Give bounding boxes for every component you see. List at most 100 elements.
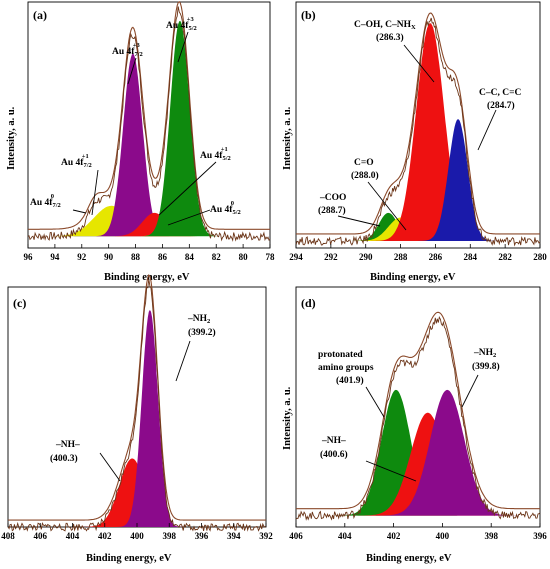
peak-area [296,389,540,516]
x-tick-label: 280 [533,252,547,262]
y-axis-title: Intensity, a. u. [6,106,17,170]
panel-d: 406 404 402 400 398 396 (d) protonated amino … [280,285,550,569]
x-tick-label: 294 [289,252,303,262]
leader-line [403,44,435,83]
x-tick-label: 96 [24,252,34,262]
xps-chart-c: 408 406 404 402 400 398 396 394 392 (c) –NH2 (39… [1,274,273,564]
plot-frame [27,1,271,249]
x-tick-label: 286 [429,252,443,262]
leader-line [175,340,191,382]
measured-spectrum [295,17,541,247]
label-au4f52-0: Au 4f5/20 [210,200,241,216]
label-c-oh: C–OH, C–NHX [354,20,416,31]
panel-label: (a) [33,8,47,22]
peak-area [296,412,540,516]
x-tick-label: 398 [163,531,177,541]
label-au4f52-plus3: Au 4f5/2+3 [166,16,197,32]
x-axis-title: Binding energy, eV [104,272,190,283]
panel-label: (d) [301,296,316,310]
plot-frame [295,1,541,249]
x-axis-title: Binding energy, eV [370,272,456,283]
leader-line [365,386,385,418]
peak-area [296,23,540,241]
x-tick-label: 406 [34,531,48,541]
x-tick-label: 392 [259,531,273,541]
value-nh2: (399.2) [188,327,216,338]
measured-spectrum [7,279,267,532]
label-c-o: C=O [354,158,374,168]
panel-b: 294 292 290 288 286 284 282 280 (b) C–OH, C–NHX… [280,0,550,285]
x-tick-label: 292 [324,252,338,262]
peak-area [28,212,270,237]
value-nh: (400.6) [320,449,348,460]
measured-spectrum [295,315,541,521]
value-c-c: (284.7) [487,100,515,111]
fit-envelope [296,311,540,510]
x-tick-label: 284 [464,252,478,262]
panel-label: (b) [301,8,316,22]
x-tick-label: 404 [338,531,352,541]
leader-line [99,452,121,482]
label-au4f72-plus1: Au 4f7/2+1 [61,153,92,169]
y-axis-title: Intensity, a. u. [282,386,293,450]
xps-chart-b: 294 292 290 288 286 284 282 280 (b) C–OH, C–NHX… [282,1,547,283]
x-tick-label: 84 [185,252,195,262]
x-tick-label: 88 [131,252,141,262]
x-tick-label: 402 [387,531,401,541]
leader-line [477,109,497,151]
label-nh: –NH– [321,436,346,446]
label-nh2: –NH2 [473,348,496,359]
leader-line [72,209,87,214]
x-tick-label: 406 [289,531,303,541]
peak-area [28,205,270,237]
x-tick-label: 396 [195,531,209,541]
leader-line [365,460,417,482]
value-coo: (288.7) [318,205,346,216]
leader-line [158,161,217,216]
x-tick-label: 400 [436,531,450,541]
xps-chart-d: 406 404 402 400 398 396 (d) protonated amino … [282,286,547,564]
leader-line [177,31,189,63]
label-au4f72-plus3: Au 4f7/2+3 [112,42,143,58]
label-nh2: –NH2 [187,314,210,325]
label-coo: –COO [319,193,346,203]
x-tick-label: 86 [158,252,168,262]
label-c-c: C–C, C=C [479,88,521,98]
fit-envelope [8,274,266,521]
peak-area [28,53,270,237]
value-c-oh: (286.3) [376,32,404,43]
x-tick-label: 408 [1,531,15,541]
x-tick-label: 94 [50,252,60,262]
x-tick-label: 92 [77,252,87,262]
panel-a: 96 94 92 90 88 86 84 82 80 78 (a) Au 4f7/2+3 Au 4… [0,0,278,285]
leader-line [461,374,479,408]
x-tick-label: 398 [484,531,498,541]
x-tick-label: 78 [266,252,276,262]
peak-area [8,309,266,527]
fit-envelope [28,1,270,230]
x-tick-label: 90 [104,252,114,262]
x-tick-label: 80 [239,252,249,262]
x-tick-label: 82 [212,252,222,262]
value-nh2: (399.8) [472,361,500,372]
x-tick-label: 396 [533,531,547,541]
x-tick-label: 402 [98,531,112,541]
x-axis-title: Binding energy, eV [366,553,452,564]
measured-spectrum [27,6,271,242]
value-protonated: (401.9) [336,375,364,386]
leader-line [337,215,381,227]
x-tick-label: 290 [359,252,373,262]
y-axis-title: Intensity, a. u. [282,106,293,170]
leader-line [127,57,137,85]
label-au4f72-0: Au 4f7/20 [30,193,61,209]
x-tick-label: 282 [498,252,512,262]
x-tick-label: 400 [130,531,144,541]
fit-envelope [296,12,540,235]
leader-line [167,209,211,226]
label-nh: –NH– [55,440,80,450]
label-au4f52-plus1: Au 4f5/2+1 [200,146,231,162]
x-axis-title: Binding energy, eV [86,553,172,564]
leader-line [367,181,407,231]
x-tick-label: 394 [227,531,241,541]
label-amino-groups: amino groups [318,363,374,373]
